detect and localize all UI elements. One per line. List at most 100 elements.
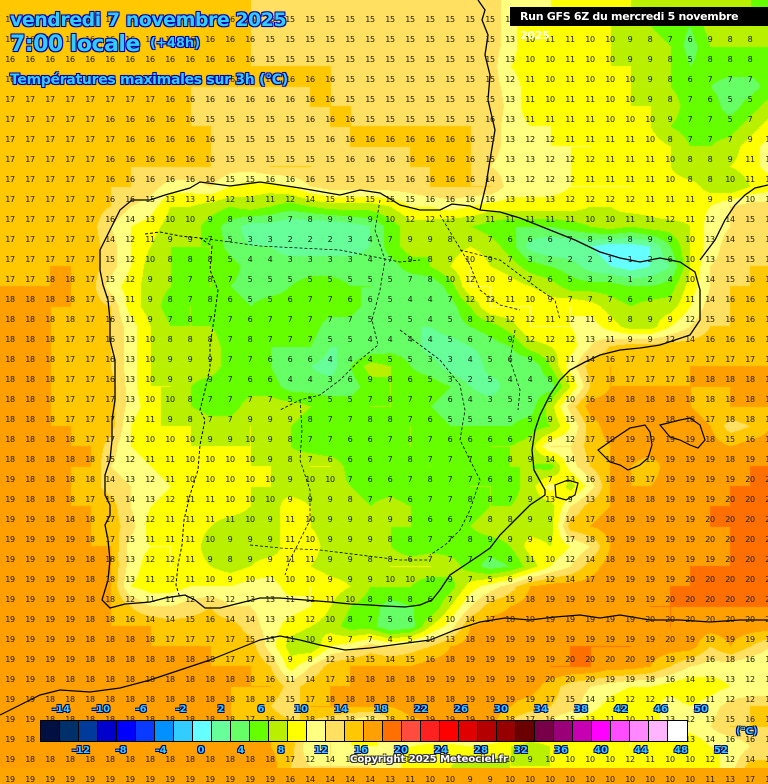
parameter-title: Températures maximales sur 3h (°C) <box>10 72 288 88</box>
grid-value: 10 <box>605 776 615 784</box>
legend-swatch <box>155 721 174 741</box>
legend-swatch <box>611 721 630 741</box>
grid-value: 11 <box>705 776 715 784</box>
legend-swatch <box>250 721 269 741</box>
grid-value: 10 <box>585 776 595 784</box>
copyright: Copyright 2025 Meteociel.fr <box>350 754 508 765</box>
legend-label: 12 <box>314 745 328 756</box>
temperature-field <box>0 0 768 768</box>
legend-swatch <box>421 721 440 741</box>
legend-swatch <box>383 721 402 741</box>
grid-value: 19 <box>25 776 35 784</box>
legend-swatch <box>345 721 364 741</box>
legend-label: 42 <box>614 704 628 715</box>
legend-unit: (°C) <box>736 726 757 737</box>
legend-label: 40 <box>594 745 608 756</box>
grid-value: 11 <box>405 776 415 784</box>
legend-swatch <box>174 721 193 741</box>
grid-value: 19 <box>185 776 195 784</box>
legend-swatch <box>459 721 478 741</box>
legend-label: -2 <box>175 704 186 715</box>
grid-value: 19 <box>45 776 55 784</box>
legend-swatch <box>117 721 136 741</box>
legend-label: -4 <box>155 745 166 756</box>
grid-value: 9 <box>488 776 493 784</box>
grid-value: 10 <box>565 776 575 784</box>
legend-label: 52 <box>714 745 728 756</box>
legend-swatch <box>60 721 79 741</box>
legend-swatch <box>497 721 516 741</box>
legend-label: -10 <box>92 704 110 715</box>
legend-label: 4 <box>238 745 245 756</box>
legend-label: 36 <box>554 745 568 756</box>
forecast-time: 7:00 locale <box>10 32 140 57</box>
color-scale-legend <box>40 720 688 742</box>
grid-value: 14 <box>305 776 315 784</box>
grid-value: 14 <box>345 776 355 784</box>
legend-label: 50 <box>694 704 708 715</box>
legend-label: 0 <box>198 745 205 756</box>
legend-swatch <box>649 721 668 741</box>
grid-value: 19 <box>5 776 15 784</box>
grid-value: 14 <box>365 776 375 784</box>
grid-value: 19 <box>145 776 155 784</box>
grid-value: 17 <box>745 776 755 784</box>
model-run-banner: Run GFS 6Z du mercredi 5 novembre 2025 <box>510 7 768 26</box>
legend-swatch <box>136 721 155 741</box>
legend-swatch <box>269 721 288 741</box>
grid-value: 19 <box>245 776 255 784</box>
grid-value: 10 <box>645 776 655 784</box>
legend-label: -12 <box>72 745 90 756</box>
legend-label: 8 <box>278 745 285 756</box>
legend-swatch <box>554 721 573 741</box>
grid-value: 19 <box>225 776 235 784</box>
legend-swatch <box>193 721 212 741</box>
legend-label: 26 <box>454 704 468 715</box>
legend-swatch <box>364 721 383 741</box>
grid-value: 10 <box>525 776 535 784</box>
legend-swatch <box>535 721 554 741</box>
grid-value: 10 <box>425 776 435 784</box>
grid-value: 19 <box>85 776 95 784</box>
legend-label: 32 <box>514 745 528 756</box>
legend-swatch <box>478 721 497 741</box>
legend-label: 48 <box>674 745 688 756</box>
legend-swatch <box>79 721 98 741</box>
legend-swatch <box>630 721 649 741</box>
grid-value: 19 <box>125 776 135 784</box>
grid-value: 13 <box>725 776 735 784</box>
grid-value: 9 <box>468 776 473 784</box>
legend-swatch <box>592 721 611 741</box>
legend-swatch <box>98 721 117 741</box>
grid-value: 10 <box>505 776 515 784</box>
legend-label: 38 <box>574 704 588 715</box>
legend-label: -14 <box>52 704 70 715</box>
legend-label: -8 <box>115 745 126 756</box>
grid-value: 19 <box>105 776 115 784</box>
legend-swatch <box>516 721 535 741</box>
grid-value: 19 <box>165 776 175 784</box>
legend-label: 22 <box>414 704 428 715</box>
grid-value: 10 <box>625 776 635 784</box>
grid-value: 10 <box>685 776 695 784</box>
legend-swatch <box>307 721 326 741</box>
grid-value: 10 <box>545 776 555 784</box>
legend-swatch <box>440 721 459 741</box>
grid-value: 19 <box>265 776 275 784</box>
legend-label: 6 <box>258 704 265 715</box>
grid-value: 10 <box>445 776 455 784</box>
legend-swatch <box>402 721 421 741</box>
legend-swatch <box>326 721 345 741</box>
legend-label: 34 <box>534 704 548 715</box>
legend-label: 18 <box>374 704 388 715</box>
legend-label: 44 <box>634 745 648 756</box>
forecast-date: vendredi 7 novembre 2025 <box>10 9 286 31</box>
legend-swatch <box>212 721 231 741</box>
legend-label: 10 <box>294 704 308 715</box>
legend-label: 14 <box>334 704 348 715</box>
legend-label: -6 <box>135 704 146 715</box>
legend-swatch <box>231 721 250 741</box>
legend-label: 2 <box>218 704 225 715</box>
legend-swatch <box>573 721 592 741</box>
legend-swatch <box>668 721 687 741</box>
